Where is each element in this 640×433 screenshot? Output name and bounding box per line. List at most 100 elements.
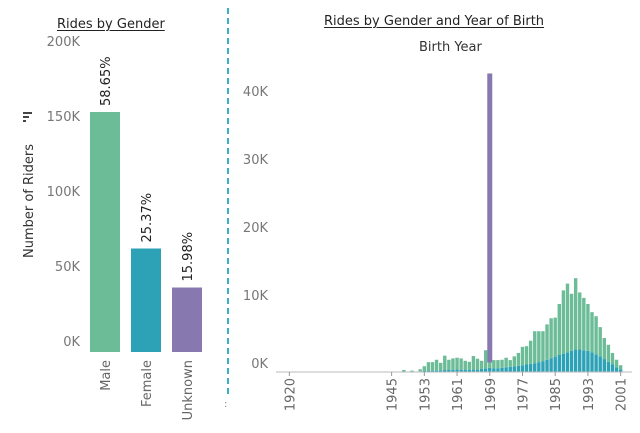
stacked-bar-segment[interactable]: [569, 293, 574, 351]
stacked-bar-segment[interactable]: [590, 352, 594, 372]
stacked-bar-segment[interactable]: [602, 359, 606, 372]
stacked-bar-segment[interactable]: [479, 368, 484, 372]
stacked-bar-segment[interactable]: [528, 340, 533, 364]
stacked-bar-segment[interactable]: [537, 331, 541, 363]
stacked-bar-segment[interactable]: [573, 349, 578, 372]
stacked-bar-segment[interactable]: [504, 357, 508, 368]
stacked-bar-segment[interactable]: [602, 338, 606, 360]
stacked-bar-segment[interactable]: [418, 369, 422, 372]
stacked-bar-segment[interactable]: [545, 324, 549, 360]
stacked-bar-segment[interactable]: [500, 359, 504, 368]
stacked-bar-segment[interactable]: [459, 358, 463, 370]
stacked-bar-segment[interactable]: [582, 350, 586, 372]
stacked-bar-segment[interactable]: [488, 362, 492, 368]
stacked-bar-segment[interactable]: [565, 283, 570, 353]
stacked-bar-segment[interactable]: [586, 304, 590, 351]
stacked-bar-segment[interactable]: [520, 365, 525, 372]
stacked-bar-segment[interactable]: [443, 369, 447, 372]
stacked-bar-segment[interactable]: [496, 360, 500, 369]
stacked-bar-segment[interactable]: [475, 369, 480, 372]
stacked-bar-segment[interactable]: [528, 363, 533, 372]
stacked-bar-segment[interactable]: [426, 362, 431, 371]
stacked-bar-segment[interactable]: [422, 370, 427, 372]
stacked-bar-segment[interactable]: [533, 331, 537, 364]
stacked-bar-segment[interactable]: [487, 73, 493, 363]
stacked-bar-segment[interactable]: [553, 317, 557, 358]
stacked-bar-segment[interactable]: [459, 369, 463, 372]
stacked-bar-segment[interactable]: [426, 370, 431, 372]
stacked-bar-segment[interactable]: [410, 370, 414, 372]
stacked-bar-segment[interactable]: [573, 278, 578, 350]
stacked-bar-segment[interactable]: [422, 366, 427, 371]
stacked-bar-segment[interactable]: [618, 369, 623, 372]
stacked-bar-segment[interactable]: [606, 344, 611, 362]
stacked-bar-segment[interactable]: [545, 359, 549, 372]
stacked-bar-segment[interactable]: [614, 367, 619, 372]
bar-male[interactable]: [90, 112, 120, 352]
stacked-bar-segment[interactable]: [569, 350, 574, 372]
stacked-bar-segment[interactable]: [467, 369, 472, 372]
stacked-bar-segment[interactable]: [582, 297, 586, 351]
stacked-bar-segment[interactable]: [483, 350, 488, 369]
stacked-bar-segment[interactable]: [561, 353, 566, 372]
stacked-bar-segment[interactable]: [451, 358, 455, 370]
stacked-bar-segment[interactable]: [438, 362, 443, 371]
stacked-bar-segment[interactable]: [557, 304, 561, 355]
stacked-bar-segment[interactable]: [520, 346, 525, 366]
panel-divider[interactable]: [227, 8, 229, 394]
stacked-bar-segment[interactable]: [541, 331, 545, 362]
stacked-bar-segment[interactable]: [492, 368, 496, 372]
bar-unknown[interactable]: [172, 287, 202, 353]
stacked-bar-segment[interactable]: [483, 368, 488, 372]
stacked-bar-segment[interactable]: [508, 360, 512, 367]
stacked-bar-segment[interactable]: [500, 367, 504, 372]
stacked-bar-segment[interactable]: [541, 361, 545, 372]
stacked-bar-segment[interactable]: [586, 350, 590, 372]
divider-handle[interactable]: :: [224, 399, 228, 410]
bar-female[interactable]: [131, 248, 161, 353]
stacked-bar-segment[interactable]: [430, 362, 435, 371]
stacked-bar-segment[interactable]: [606, 361, 611, 372]
stacked-bar-segment[interactable]: [447, 359, 451, 370]
stacked-bar-segment[interactable]: [488, 367, 492, 372]
sort-descending-icon[interactable]: [23, 112, 32, 122]
stacked-bar-segment[interactable]: [610, 352, 615, 365]
stacked-bar-segment[interactable]: [516, 365, 521, 372]
stacked-bar-segment[interactable]: [443, 355, 447, 370]
stacked-bar-segment[interactable]: [618, 365, 623, 370]
stacked-bar-segment[interactable]: [402, 369, 406, 372]
stacked-bar-segment[interactable]: [594, 316, 598, 355]
stacked-bar-segment[interactable]: [475, 358, 480, 370]
stacked-bar-segment[interactable]: [590, 312, 594, 353]
stacked-bar-segment[interactable]: [479, 360, 484, 369]
stacked-bar-segment[interactable]: [430, 370, 435, 372]
stacked-bar-segment[interactable]: [455, 369, 459, 372]
stacked-bar-segment[interactable]: [451, 369, 455, 372]
stacked-bar-segment[interactable]: [549, 318, 553, 359]
stacked-bar-segment[interactable]: [594, 354, 598, 372]
stacked-bar-segment[interactable]: [561, 290, 566, 354]
stacked-bar-segment[interactable]: [549, 358, 553, 372]
stacked-bar-segment[interactable]: [537, 362, 541, 372]
stacked-bar-segment[interactable]: [504, 367, 508, 372]
stacked-bar-segment[interactable]: [512, 356, 517, 367]
stacked-bar-segment[interactable]: [516, 352, 521, 366]
stacked-bar-segment[interactable]: [492, 360, 496, 369]
stacked-bar-segment[interactable]: [471, 356, 476, 370]
stacked-bar-segment[interactable]: [496, 368, 500, 372]
stacked-bar-segment[interactable]: [578, 292, 582, 350]
stacked-bar-segment[interactable]: [610, 364, 615, 372]
stacked-bar-segment[interactable]: [598, 327, 602, 357]
stacked-bar-segment[interactable]: [598, 356, 602, 372]
stacked-bar-segment[interactable]: [533, 363, 537, 372]
stacked-bar-segment[interactable]: [524, 364, 529, 372]
stacked-bar-segment[interactable]: [434, 359, 439, 371]
stacked-bar-segment[interactable]: [565, 352, 570, 372]
stacked-bar-segment[interactable]: [578, 349, 582, 372]
stacked-bar-segment[interactable]: [614, 359, 619, 368]
stacked-bar-segment[interactable]: [463, 360, 467, 370]
stacked-bar-segment[interactable]: [508, 366, 512, 372]
stacked-bar-segment[interactable]: [438, 370, 443, 372]
stacked-bar-segment[interactable]: [471, 369, 476, 372]
stacked-bar-segment[interactable]: [553, 357, 557, 372]
